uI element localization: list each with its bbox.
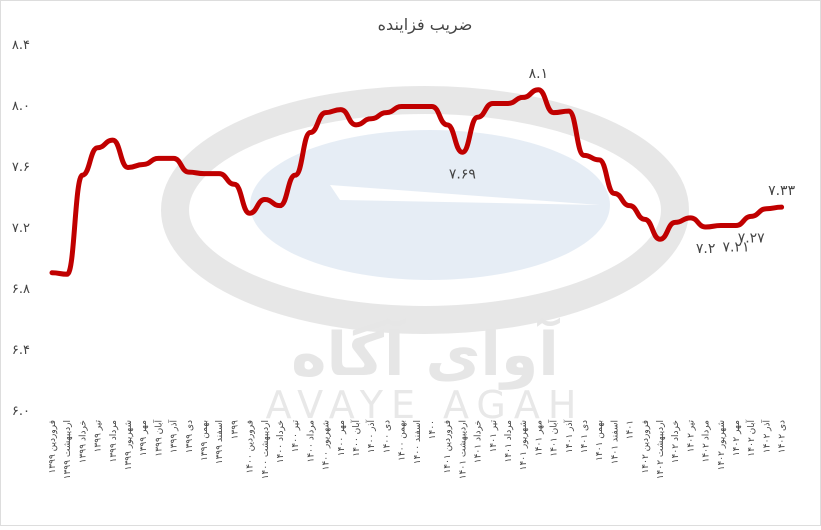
- x-tick-label: شهریور ۱۴۰۰: [322, 420, 332, 470]
- x-tick-label: شهریور ۱۴۰۲: [717, 420, 727, 470]
- x-tick-label: تیر ۱۳۹۹: [94, 420, 104, 453]
- data-label: ۷.۲۷: [738, 230, 765, 246]
- x-tick-label: اردیبهشت ۱۳۹۹: [63, 420, 73, 479]
- x-tick-label: خرداد ۱۴۰۱: [474, 420, 484, 463]
- watermark-fa: آوای آگاه: [291, 317, 560, 390]
- x-tick-label: فروردین ۱۳۹۹: [48, 420, 58, 474]
- x-tick-label: اسفند ۱۴۰۰: [413, 420, 423, 464]
- watermark-logo: [161, 86, 689, 334]
- x-tick-label: خرداد ۱۴۰۲: [671, 420, 681, 463]
- x-tick-label: آذر ۱۴۰۲: [760, 420, 772, 454]
- x-tick-label: تیر ۱۴۰۱: [489, 420, 499, 453]
- x-tick-label: بهمن ۱۴۰۰: [398, 420, 408, 461]
- x-tick-label: بهمن ۱۴۰۱: [595, 420, 605, 461]
- y-tick-label: ۷.۶: [12, 160, 30, 175]
- x-tick-label: تیر ۱۴۰۲: [686, 420, 696, 453]
- x-tick-label: مهر ۱۳۹۹: [139, 420, 149, 456]
- x-tick-label: مهر ۱۴۰۱: [534, 420, 544, 456]
- x-tick-label: فروردین ۱۴۰۰: [246, 420, 256, 474]
- x-tick-label: آبان ۱۴۰۰: [350, 420, 362, 457]
- x-tick-label: اسفند ۱۴۰۱: [610, 420, 620, 464]
- x-tick-label: مرداد ۱۴۰۰: [306, 420, 316, 463]
- x-tick-label: آذر ۱۳۹۹: [168, 420, 180, 454]
- x-tick-label: دی ۱۴۰۲: [778, 420, 788, 453]
- data-label: ۷.۳۳: [768, 183, 795, 199]
- x-tick-label: آبان ۱۳۹۹: [152, 420, 164, 457]
- y-tick-label: ۸.۴: [12, 38, 30, 53]
- y-tick-label: ۸.۰: [12, 99, 30, 114]
- chart-title: ضریب فزاینده: [378, 15, 473, 35]
- x-tick-label: تیر ۱۴۰۰: [291, 420, 301, 453]
- x-tick-label: اردیبهشت ۱۴۰۰: [261, 420, 271, 479]
- x-tick-label: دی ۱۴۰۰: [382, 420, 392, 453]
- x-tick-label: خرداد ۱۳۹۹: [78, 420, 88, 463]
- x-tick-label: آذر ۱۴۰۱: [563, 420, 575, 454]
- x-tick-label: مرداد ۱۴۰۱: [504, 420, 514, 463]
- x-tick-label: اردیبهشت ۱۴۰۲: [656, 420, 666, 479]
- y-tick-label: ۷.۲: [12, 221, 30, 236]
- x-tick-label: آبان ۱۴۰۱: [548, 420, 560, 457]
- y-tick-label: ۶.۸: [12, 282, 30, 297]
- watermark-en: AVAYE AGAH: [266, 383, 585, 427]
- data-line: [49, 87, 785, 277]
- x-tick-label: فروردین ۱۴۰۱: [443, 420, 453, 474]
- data-label: ۷.۲: [696, 241, 716, 257]
- x-tick-label: دی ۱۳۹۹: [185, 420, 195, 453]
- y-tick-label: ۶.۴: [12, 343, 30, 358]
- x-tick-label: فروردین ۱۴۰۲: [641, 420, 651, 474]
- x-tick-label: آذر ۱۴۰۰: [365, 420, 377, 454]
- x-tick-label: ۱۴۰۰: [428, 420, 438, 439]
- x-tick-label: ۱۳۹۹: [230, 420, 240, 440]
- x-tick-label: آبان ۱۴۰۲: [745, 420, 757, 457]
- x-tick-label: مرداد ۱۴۰۲: [702, 420, 712, 463]
- x-tick-label: شهریور ۱۴۰۱: [519, 420, 529, 470]
- x-tick-label: اسفند ۱۳۹۹: [215, 420, 225, 464]
- x-tick-label: ۱۴۰۱: [626, 420, 636, 439]
- x-tick-label: مهر ۱۴۰۰: [337, 420, 347, 456]
- x-tick-label: شهریور ۱۳۹۹: [124, 420, 134, 470]
- y-tick-label: ۶.۰: [12, 404, 30, 419]
- x-tick-label: اردیبهشت ۱۴۰۱: [458, 420, 468, 479]
- x-tick-label: مرداد ۱۳۹۹: [109, 420, 119, 463]
- x-tick-label: خرداد ۱۴۰۰: [276, 420, 286, 463]
- x-tick-label: بهمن ۱۳۹۹: [200, 420, 210, 461]
- x-tick-label: دی ۱۴۰۱: [580, 420, 590, 453]
- data-label: ۷.۶۹: [449, 166, 476, 182]
- data-label: ۸.۱: [529, 66, 549, 82]
- data-label: ۷.۲۱: [722, 239, 749, 255]
- x-tick-label: مهر ۱۴۰۲: [732, 420, 742, 456]
